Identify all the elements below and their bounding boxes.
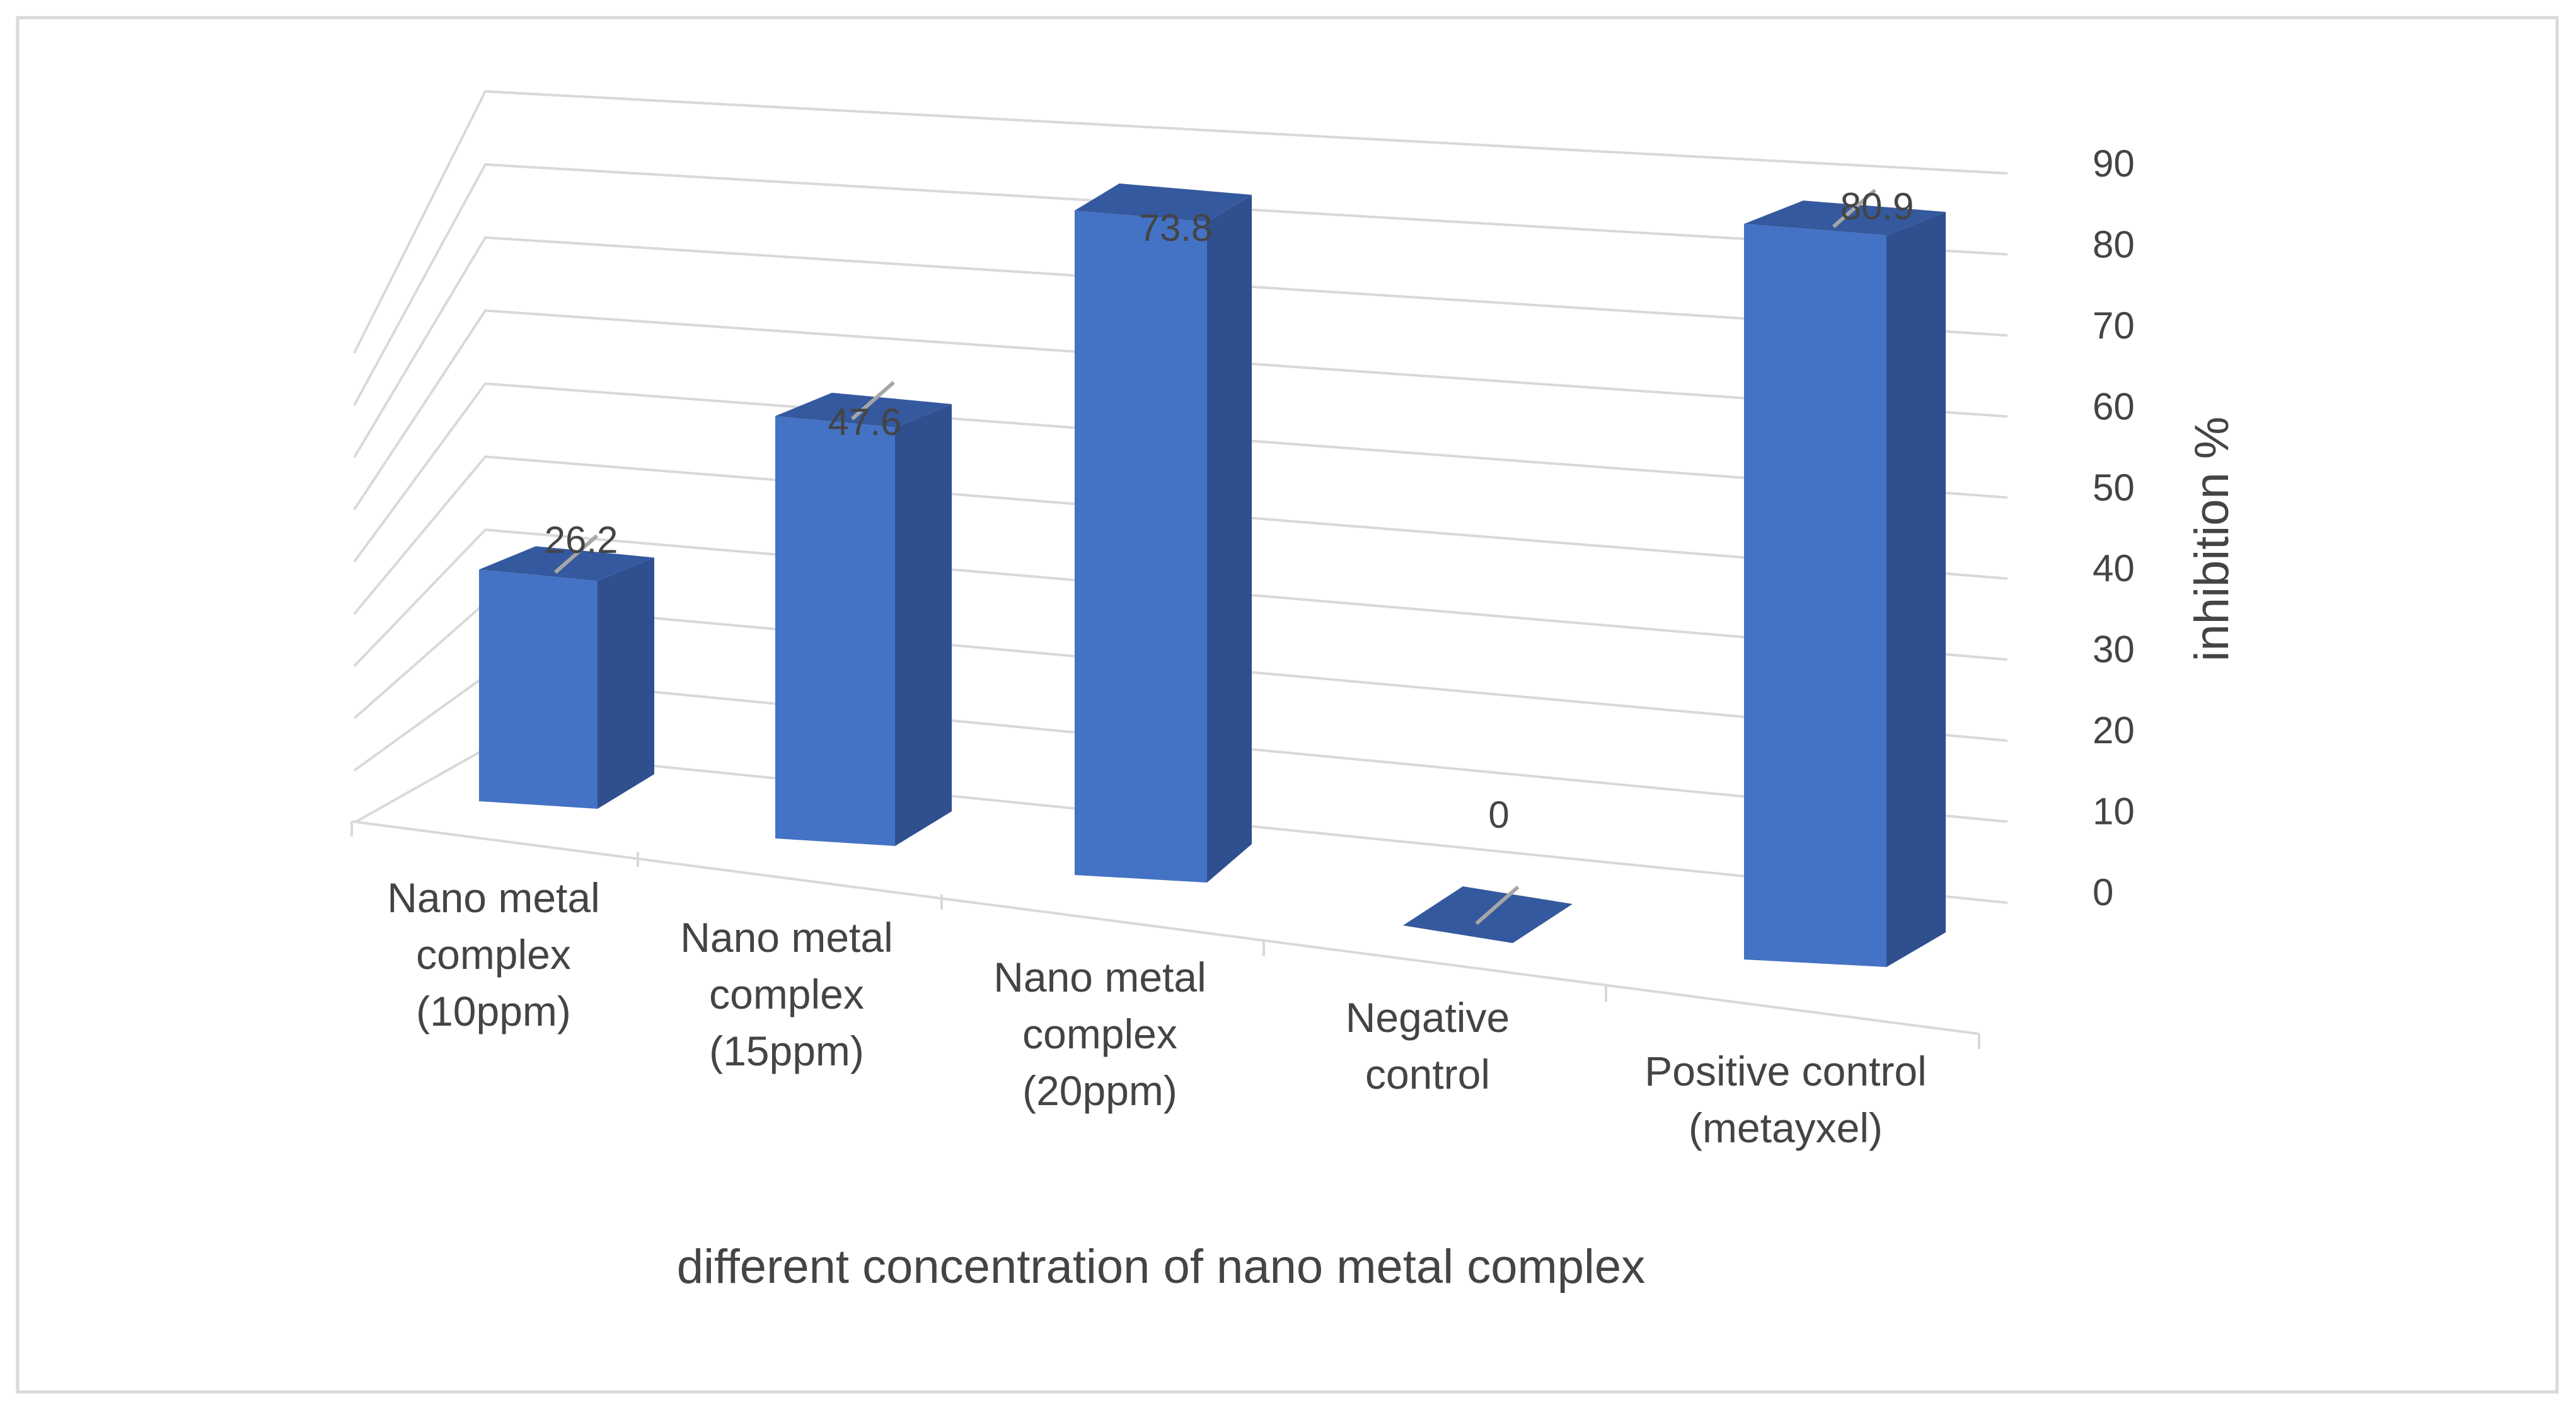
x-axis — [350, 820, 1980, 1049]
bar-front-face — [479, 569, 598, 809]
bars — [479, 183, 1946, 968]
bar-side-face — [598, 557, 654, 809]
x-tick-label: Negative control — [1346, 994, 1510, 1098]
bar-top-face — [1075, 183, 1252, 223]
data-label: 0 — [1488, 794, 1509, 836]
data-label-leader — [851, 381, 895, 420]
y-axis-tick-labels: 0 10 20 30 40 50 60 70 80 90 — [2093, 142, 2135, 913]
bar-front-face — [775, 415, 895, 846]
x-axis-line — [351, 820, 1980, 1035]
data-label: 80.9 — [1840, 185, 1914, 228]
gridline-40 — [353, 455, 2008, 615]
chart-frame — [16, 16, 2559, 1394]
bar-side-face — [895, 403, 952, 846]
x-tick-label: Nano metal complex (15ppm) — [680, 914, 893, 1074]
data-label-leader — [1475, 885, 1520, 925]
y-tick-label: 30 — [2093, 629, 2135, 671]
y-tick-label: 70 — [2093, 304, 2135, 347]
bar-3 — [1075, 183, 1252, 883]
x-tick-label: Nano metal complex (10ppm) — [387, 874, 600, 1034]
bar-front-face — [1744, 224, 1886, 968]
bar-2 — [775, 392, 952, 846]
bar-5 — [1744, 200, 1946, 968]
y-tick-label: 90 — [2093, 142, 2135, 185]
data-label: 47.6 — [828, 401, 902, 443]
y-tick-label: 50 — [2093, 467, 2135, 509]
x-tick-label: Nano metal complex (20ppm) — [993, 954, 1206, 1114]
bar-side-face — [1207, 195, 1252, 883]
data-label: 73.8 — [1139, 207, 1213, 249]
y-tick-label: 20 — [2093, 709, 2135, 751]
gridline-60 — [353, 309, 2008, 511]
gridline-30 — [353, 528, 2008, 668]
gridline-80 — [353, 163, 2008, 406]
data-label-leader — [554, 534, 598, 574]
bar-1 — [479, 546, 654, 809]
gridline-50 — [353, 382, 2008, 563]
gridline-90 — [353, 90, 2008, 354]
x-axis-title: different concentration of nano metal co… — [677, 1240, 1645, 1294]
y-tick-label: 60 — [2093, 385, 2135, 427]
y-tick-label: 0 — [2093, 871, 2113, 913]
y-tick-label: 40 — [2093, 547, 2135, 589]
bar-front-face — [1075, 211, 1207, 883]
gridlines — [353, 90, 2008, 904]
x-tick-label: Positive control (metayxel) — [1644, 1048, 1927, 1151]
y-tick-label: 80 — [2093, 223, 2135, 265]
bar-side-face — [1886, 212, 1946, 968]
x-axis-tick-labels: Nano metal complex (10ppm) Nano metal comple… — [387, 874, 1927, 1151]
y-axis-title: inhibition % — [2185, 417, 2239, 662]
y-tick-label: 10 — [2093, 791, 2135, 833]
data-label-leader — [1832, 188, 1876, 228]
data-labels: 26.2 47.6 73.8 0 80.9 — [545, 185, 1914, 925]
gridline-70 — [353, 236, 2008, 458]
data-label: 26.2 — [545, 519, 618, 561]
